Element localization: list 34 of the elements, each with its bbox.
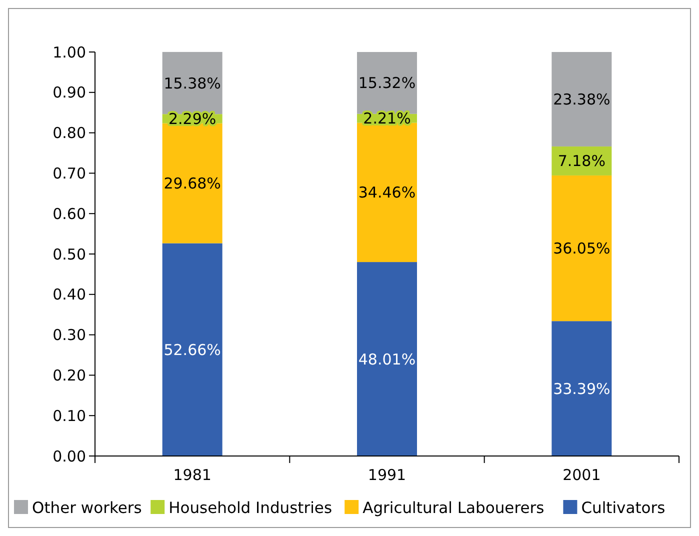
data-label: 23.38% (553, 90, 610, 108)
data-label: 33.39% (553, 380, 610, 398)
legend-label: Other workers (32, 499, 142, 517)
data-label: 29.68% (164, 174, 221, 193)
data-label: 15.38% (164, 74, 221, 92)
y-tick-label: 0.30 (52, 326, 86, 344)
bar (162, 243, 222, 456)
x-tick-label: 2001 (562, 466, 601, 484)
y-tick-label: 0.60 (52, 204, 86, 223)
data-label: 15.32% (358, 74, 416, 92)
y-tick-label: 0.20 (52, 366, 86, 384)
bar (357, 262, 417, 456)
legend-label: Cultivators (581, 499, 666, 517)
y-tick-label: 0.80 (52, 124, 86, 142)
data-label: 52.66% (164, 340, 221, 359)
x-tick-label: 1981 (173, 466, 212, 484)
data-label: 48.01% (358, 350, 416, 368)
y-tick-label: 1.00 (52, 43, 86, 62)
y-tick-label: 0.90 (52, 84, 86, 102)
data-label: 2.29% (168, 110, 216, 128)
y-tick-label: 0.50 (52, 245, 86, 264)
data-label: 34.46% (358, 184, 416, 202)
data-label: 36.05% (553, 240, 610, 258)
y-tick-label: 0.70 (52, 164, 86, 182)
legend-label: Household Industries (168, 499, 332, 517)
x-tick-label: 1991 (368, 466, 406, 484)
y-tick-label: 0.00 (52, 447, 86, 466)
y-tick-label: 0.40 (52, 286, 86, 304)
y-tick-label: 0.10 (52, 406, 86, 425)
data-label: 2.21% (363, 110, 411, 128)
data-label: 7.18% (558, 152, 606, 170)
bar (552, 321, 612, 456)
bar (552, 175, 612, 322)
legend-label: Agricultural Labouerers (362, 499, 544, 517)
